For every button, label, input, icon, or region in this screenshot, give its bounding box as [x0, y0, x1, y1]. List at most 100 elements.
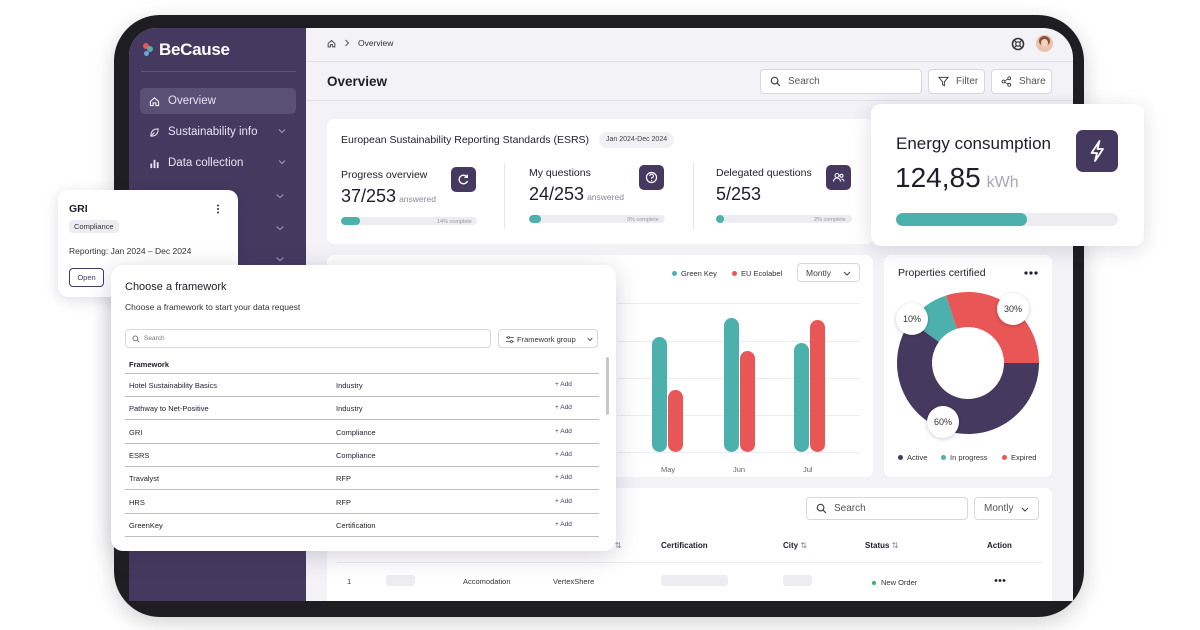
framework-column-header: Framework	[129, 360, 170, 369]
metric-value: 24/253 answered	[529, 184, 624, 204]
chevron-right-icon	[345, 39, 350, 47]
energy-value: 124,85 kWh	[895, 162, 1019, 193]
search-icon	[816, 503, 827, 514]
gridline	[617, 452, 860, 453]
framework-row[interactable]: Pathway to Net-Positive Industry + Add	[125, 397, 599, 421]
more-vertical-icon[interactable]	[216, 204, 220, 214]
framework-row[interactable]: GreenKey Certification + Add	[125, 514, 599, 537]
app-name: BeCause	[159, 40, 230, 59]
energy-title: Energy consumption	[896, 134, 1051, 153]
bar-eu-ecolabel-jun	[740, 351, 755, 452]
sidebar-item-label: Data collection	[168, 157, 244, 169]
delegate-button[interactable]	[826, 165, 851, 190]
gri-reporting: Reporting: Jan 2024 – Dec 2024	[69, 246, 192, 256]
donut-label-active: 60%	[927, 406, 959, 438]
donut-slice-in-progress	[910, 295, 957, 342]
column-header-status[interactable]: Status ⇅	[865, 541, 899, 550]
header-divider	[306, 100, 1073, 101]
more-horizontal-icon[interactable]	[1024, 270, 1038, 276]
breadcrumb-current: Overview	[358, 38, 394, 48]
add-framework-button[interactable]: + Add	[555, 474, 572, 482]
sidebar-item-data-collection[interactable]: Data collection	[140, 150, 296, 176]
gri-tag: Compliance	[69, 220, 119, 233]
bar-chart-icon	[150, 159, 159, 168]
table-period-select[interactable]: Montly	[974, 497, 1039, 520]
help-button[interactable]	[639, 165, 664, 190]
app-logo[interactable]: BeCause	[143, 40, 230, 60]
choose-framework-modal: Choose a framework Choose a framework to…	[111, 265, 616, 551]
topbar-divider	[306, 61, 1073, 62]
legend-dot	[941, 455, 946, 460]
add-framework-button[interactable]: + Add	[555, 450, 572, 458]
add-framework-button[interactable]: + Add	[555, 427, 572, 435]
modal-scrollbar[interactable]	[606, 357, 609, 415]
gridline	[617, 303, 860, 304]
table-search-input[interactable]: Search	[806, 497, 968, 520]
refresh-button[interactable]	[451, 167, 476, 192]
add-framework-button[interactable]: + Add	[555, 497, 572, 505]
donut-slice-active	[897, 321, 1039, 434]
logo-mark-icon	[143, 43, 153, 57]
energy-progress-bar	[896, 213, 1118, 226]
add-framework-button[interactable]: + Add	[555, 404, 572, 412]
bar-green-key-may	[652, 337, 667, 452]
framework-row[interactable]: Travalyst RFP + Add	[125, 467, 599, 491]
legend-in-progress: In progress	[941, 453, 988, 462]
add-framework-button[interactable]: + Add	[555, 381, 572, 388]
framework-name: GreenKey	[129, 520, 163, 530]
metric-value: 37/253 answered	[341, 186, 436, 206]
column-header-certification[interactable]: Certification	[661, 541, 708, 550]
help-lifebuoy-icon[interactable]	[1011, 37, 1025, 51]
refresh-icon	[458, 174, 469, 185]
bar-eu-ecolabel-jul	[810, 320, 825, 452]
share-icon	[1001, 76, 1012, 87]
chevron-down-icon	[1021, 507, 1029, 512]
x-tick-label: Jul	[803, 465, 813, 474]
search-placeholder: Search	[788, 76, 820, 87]
header-search-input[interactable]: Search	[760, 69, 922, 94]
metric-value: 5/253	[716, 184, 762, 204]
question-icon	[645, 171, 658, 184]
framework-search-input[interactable]: Search	[125, 329, 491, 348]
framework-name: HRS	[129, 497, 145, 507]
framework-row[interactable]: HRS RFP + Add	[125, 491, 599, 514]
share-button[interactable]: Share	[991, 69, 1052, 94]
add-framework-button[interactable]: + Add	[555, 520, 572, 528]
home-icon	[149, 96, 160, 106]
framework-type: RFP	[336, 497, 351, 507]
home-icon[interactable]	[327, 39, 336, 48]
legend-dot	[898, 455, 903, 460]
share-label: Share	[1019, 76, 1046, 87]
gri-open-button[interactable]: Open	[69, 268, 104, 287]
chevron-down-icon[interactable]	[275, 224, 285, 232]
row-index: 1	[347, 577, 352, 586]
framework-group-select[interactable]: Framework group	[498, 329, 598, 348]
column-header-city[interactable]: City ⇅	[783, 541, 808, 550]
legend-green-key: Green Key	[672, 269, 717, 278]
framework-row[interactable]: ESRS Compliance + Add	[125, 444, 599, 467]
progress-percent: 9% complete	[627, 217, 659, 223]
x-tick-label: Jun	[733, 465, 746, 474]
bar-eu-ecolabel-may	[668, 390, 683, 452]
framework-name: Hotel Sustainability Basics	[129, 381, 217, 390]
group-select-label: Framework group	[517, 335, 576, 344]
donut-label-in-progress: 10%	[896, 303, 928, 335]
framework-type: Compliance	[336, 450, 376, 460]
energy-icon-badge	[1076, 130, 1118, 172]
chevron-down-icon	[843, 271, 851, 276]
framework-name: GRI	[129, 427, 143, 437]
period-value: Montly	[984, 503, 1014, 514]
chart-period-select[interactable]: Montly	[797, 263, 860, 282]
more-horizontal-icon[interactable]	[994, 578, 1006, 583]
chevron-down-icon	[278, 160, 286, 165]
chevron-down-icon[interactable]	[275, 192, 285, 200]
esrs-title: European Sustainability Reporting Standa…	[341, 134, 590, 146]
framework-row[interactable]: GRI Compliance + Add	[125, 421, 599, 444]
filter-button[interactable]: Filter	[928, 69, 985, 94]
sidebar-item-overview[interactable]: Overview	[140, 88, 296, 114]
sidebar-item-sustainability-info[interactable]: Sustainability info	[140, 119, 296, 145]
framework-row[interactable]: Hotel Sustainability Basics Industry + Add	[125, 374, 599, 397]
avatar[interactable]	[1036, 35, 1053, 52]
progress-bar	[529, 215, 665, 223]
chevron-down-icon[interactable]	[275, 255, 285, 263]
